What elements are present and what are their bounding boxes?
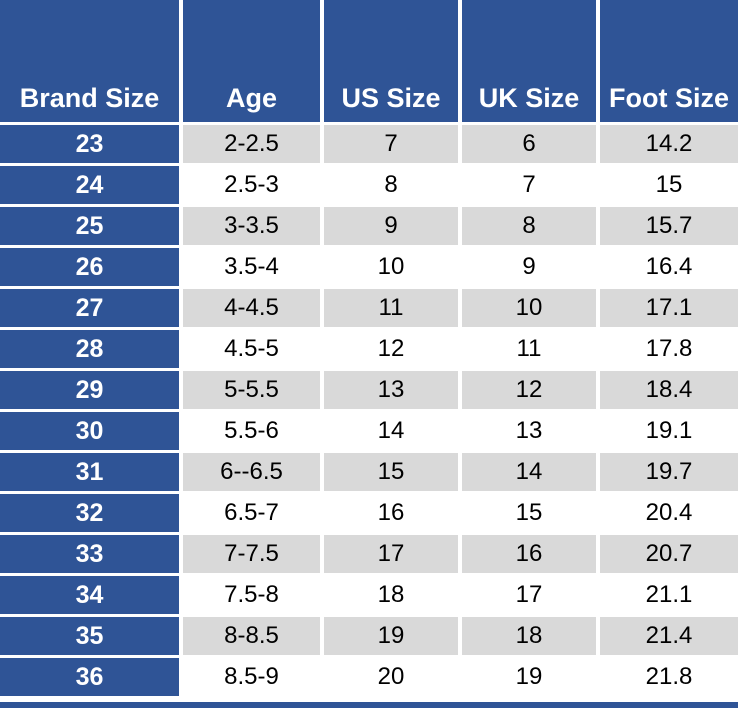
cell-uk-size: 8 <box>462 207 600 248</box>
cell-foot-size: 17.8 <box>600 330 738 371</box>
cell-age: 5-5.5 <box>183 371 324 412</box>
table-row: 35 8-8.5 19 18 21.4 <box>0 617 738 658</box>
cell-foot-size: 14.2 <box>600 125 738 166</box>
cell-age: 6--6.5 <box>183 453 324 494</box>
cell-brand-size: 33 <box>0 535 183 576</box>
cell-us-size: 14 <box>324 412 462 453</box>
table-row: 25 3-3.5 9 8 15.7 <box>0 207 738 248</box>
cell-us-size: 17 <box>324 535 462 576</box>
cell-uk-size: 9 <box>462 248 600 289</box>
cell-brand-size: 27 <box>0 289 183 330</box>
cell-uk-size: 11 <box>462 330 600 371</box>
cell-uk-size: 18 <box>462 617 600 658</box>
cell-brand-size: 26 <box>0 248 183 289</box>
cell-foot-size: 20.7 <box>600 535 738 576</box>
cell-foot-size: 18.4 <box>600 371 738 412</box>
cell-brand-size: 23 <box>0 125 183 166</box>
cell-age: 3-3.5 <box>183 207 324 248</box>
cell-age: 8.5-9 <box>183 658 324 699</box>
table-row: 31 6--6.5 15 14 19.7 <box>0 453 738 494</box>
table-row: 27 4-4.5 11 10 17.1 <box>0 289 738 330</box>
cell-us-size: 9 <box>324 207 462 248</box>
cell-foot-size: 21.8 <box>600 658 738 699</box>
cell-us-size: 18 <box>324 576 462 617</box>
cell-us-size: 19 <box>324 617 462 658</box>
cell-age: 5.5-6 <box>183 412 324 453</box>
column-header-uk-size: UK Size <box>462 0 600 125</box>
cell-brand-size: 29 <box>0 371 183 412</box>
cell-uk-size: 7 <box>462 166 600 207</box>
cell-us-size: 13 <box>324 371 462 412</box>
cell-age: 4.5-5 <box>183 330 324 371</box>
cell-foot-size: 20.4 <box>600 494 738 535</box>
cell-brand-size: 34 <box>0 576 183 617</box>
cell-us-size: 7 <box>324 125 462 166</box>
header-row: Brand Size Age US Size UK Size Foot Size <box>0 0 738 125</box>
table-row: 32 6.5-7 16 15 20.4 <box>0 494 738 535</box>
cell-brand-size: 31 <box>0 453 183 494</box>
column-header-us-size: US Size <box>324 0 462 125</box>
cell-us-size: 15 <box>324 453 462 494</box>
cell-foot-size: 17.1 <box>600 289 738 330</box>
cell-age: 2-2.5 <box>183 125 324 166</box>
table-row: 33 7-7.5 17 16 20.7 <box>0 535 738 576</box>
cell-age: 8-8.5 <box>183 617 324 658</box>
cell-us-size: 20 <box>324 658 462 699</box>
table-row: 26 3.5-4 10 9 16.4 <box>0 248 738 289</box>
table-body: 23 2-2.5 7 6 14.2 24 2.5-3 8 7 15 25 3-3… <box>0 125 738 699</box>
cell-uk-size: 19 <box>462 658 600 699</box>
cell-foot-size: 15 <box>600 166 738 207</box>
cell-us-size: 8 <box>324 166 462 207</box>
cell-uk-size: 16 <box>462 535 600 576</box>
cell-us-size: 16 <box>324 494 462 535</box>
column-header-brand-size: Brand Size <box>0 0 183 125</box>
cell-age: 7.5-8 <box>183 576 324 617</box>
table-row: 24 2.5-3 8 7 15 <box>0 166 738 207</box>
column-header-foot-size: Foot Size <box>600 0 738 125</box>
cell-foot-size: 21.1 <box>600 576 738 617</box>
cell-uk-size: 6 <box>462 125 600 166</box>
table-row: 28 4.5-5 12 11 17.8 <box>0 330 738 371</box>
table-row: 30 5.5-6 14 13 19.1 <box>0 412 738 453</box>
cell-brand-size: 28 <box>0 330 183 371</box>
cell-uk-size: 15 <box>462 494 600 535</box>
cell-uk-size: 14 <box>462 453 600 494</box>
cell-brand-size: 25 <box>0 207 183 248</box>
cell-foot-size: 16.4 <box>600 248 738 289</box>
column-header-age: Age <box>183 0 324 125</box>
cell-us-size: 10 <box>324 248 462 289</box>
cell-age: 4-4.5 <box>183 289 324 330</box>
table-row: 29 5-5.5 13 12 18.4 <box>0 371 738 412</box>
table-row: 36 8.5-9 20 19 21.8 <box>0 658 738 699</box>
cell-uk-size: 13 <box>462 412 600 453</box>
cell-foot-size: 19.1 <box>600 412 738 453</box>
cell-us-size: 12 <box>324 330 462 371</box>
cell-age: 7-7.5 <box>183 535 324 576</box>
cell-age: 2.5-3 <box>183 166 324 207</box>
bottom-blue-strip <box>0 699 738 708</box>
cell-uk-size: 12 <box>462 371 600 412</box>
cell-uk-size: 17 <box>462 576 600 617</box>
cell-brand-size: 32 <box>0 494 183 535</box>
table-row: 34 7.5-8 18 17 21.1 <box>0 576 738 617</box>
cell-brand-size: 30 <box>0 412 183 453</box>
cell-age: 3.5-4 <box>183 248 324 289</box>
cell-brand-size: 24 <box>0 166 183 207</box>
cell-brand-size: 36 <box>0 658 183 699</box>
cell-uk-size: 10 <box>462 289 600 330</box>
cell-foot-size: 19.7 <box>600 453 738 494</box>
cell-foot-size: 21.4 <box>600 617 738 658</box>
table-row: 23 2-2.5 7 6 14.2 <box>0 125 738 166</box>
cell-brand-size: 35 <box>0 617 183 658</box>
cell-age: 6.5-7 <box>183 494 324 535</box>
cell-us-size: 11 <box>324 289 462 330</box>
cell-foot-size: 15.7 <box>600 207 738 248</box>
